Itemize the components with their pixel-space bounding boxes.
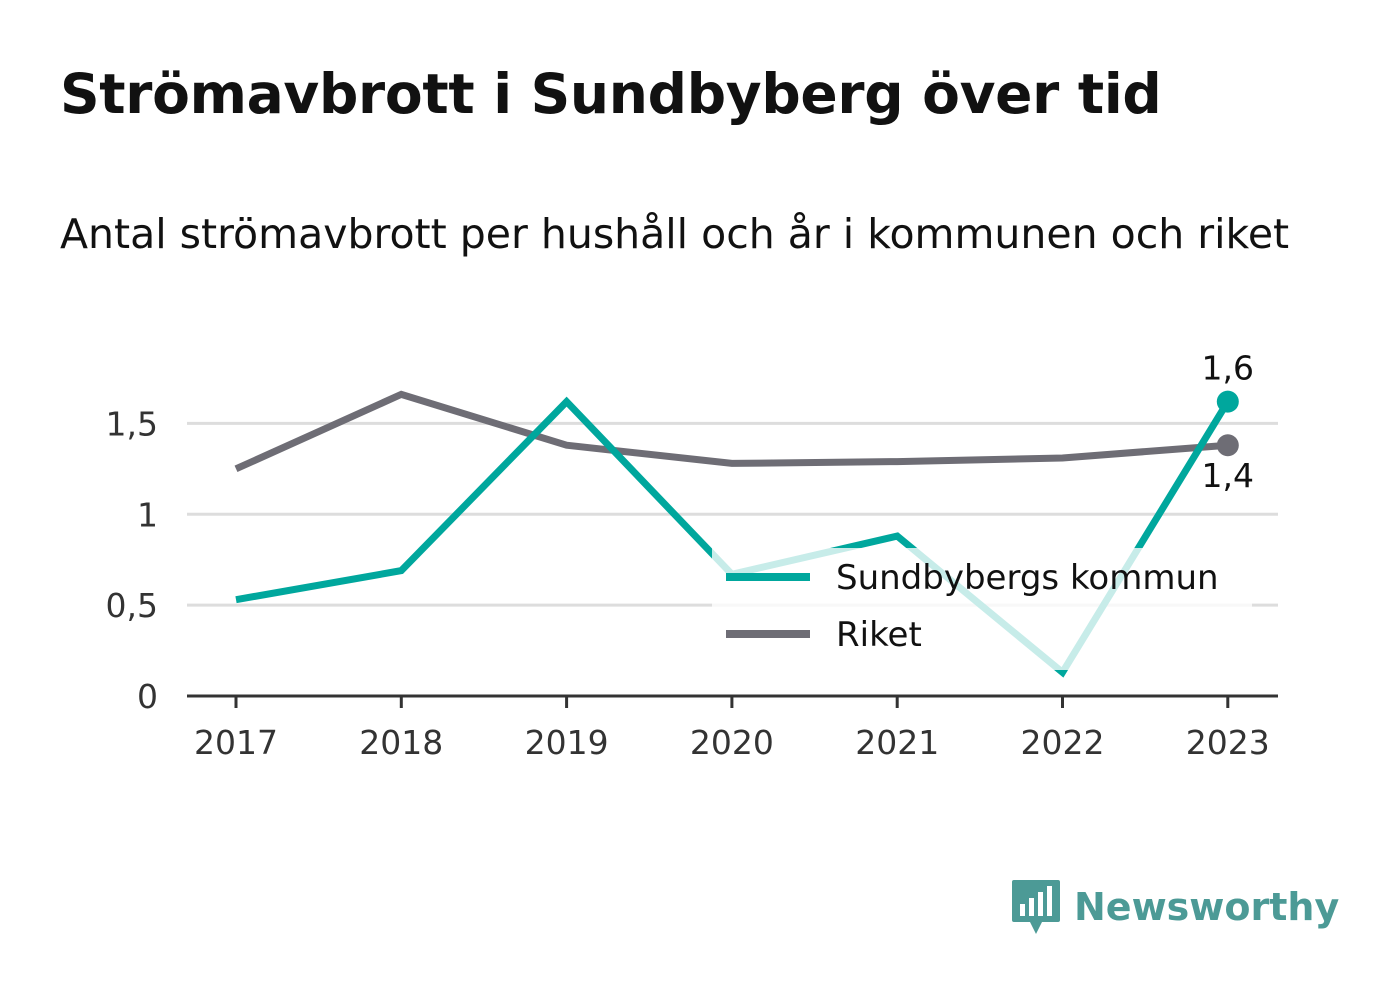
end-label-kommun: 1,6 [1202, 349, 1254, 388]
end-label-riket: 1,4 [1202, 456, 1254, 495]
legend-label: Sundbybergs kommun [836, 558, 1219, 598]
x-tick-label: 2021 [855, 723, 939, 762]
y-tick-label: 1 [137, 495, 158, 534]
legend-label: Riket [836, 615, 922, 655]
brand-logo: Newsworthy [1010, 878, 1339, 936]
x-tick-label: 2017 [194, 723, 278, 762]
series-end-point-kommun [1216, 390, 1239, 413]
chart-subtitle: Antal strömavbrott per hushåll och år i … [60, 210, 1290, 258]
series-line-riket [234, 390, 1229, 473]
x-tick-label: 2018 [359, 723, 443, 762]
x-tick-label: 2019 [525, 723, 609, 762]
y-tick-label: 0,5 [106, 586, 158, 625]
y-axis-ticks: 0 0,5 1 1,5 [106, 404, 158, 716]
x-tick-label: 2022 [1021, 723, 1105, 762]
brand-name: Newsworthy [1074, 885, 1340, 929]
end-labels: 1,6 1,4 [1202, 349, 1254, 496]
x-tick-label: 2023 [1186, 723, 1270, 762]
x-tick-label: 2020 [690, 723, 774, 762]
y-tick-label: 0 [137, 677, 158, 716]
legend: Sundbybergs kommun Riket [712, 548, 1252, 670]
legend-background [712, 548, 1252, 670]
chart-title: Strömavbrott i Sundbyberg över tid [60, 62, 1162, 126]
x-axis: 2017 2018 2019 2020 2021 2022 2023 [187, 694, 1278, 762]
y-tick-label: 1,5 [106, 404, 158, 443]
newsworthy-logo-icon [1012, 880, 1060, 934]
series-end-point-riket [1216, 434, 1239, 457]
